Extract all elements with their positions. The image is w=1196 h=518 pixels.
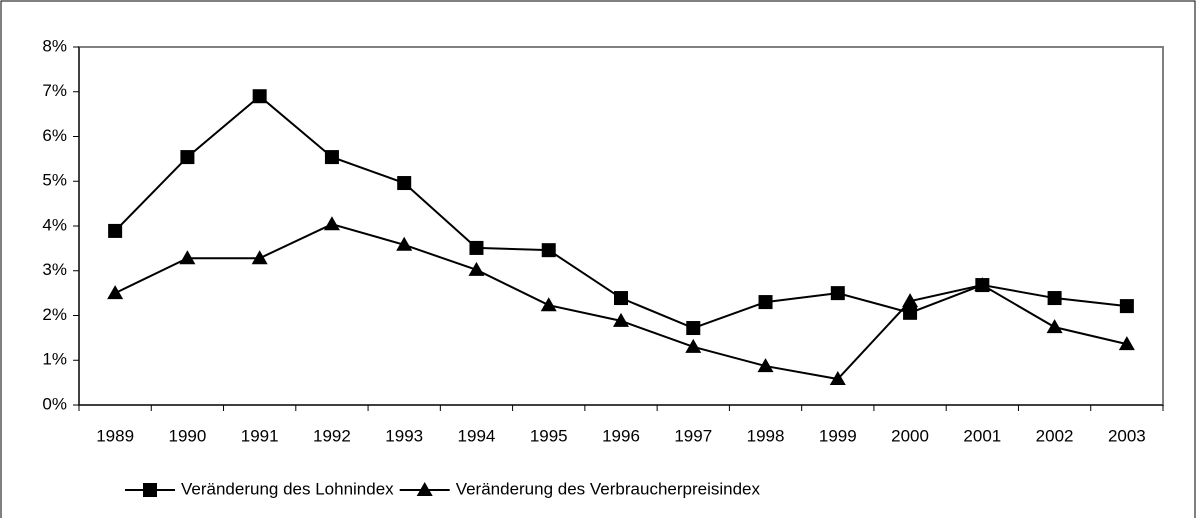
legend-label: Veränderung des Verbraucherpreisindex	[456, 479, 761, 498]
y-tick-label: 8%	[42, 36, 67, 55]
data-point	[396, 236, 413, 251]
y-tick-label: 2%	[42, 305, 67, 324]
y-tick-label: 7%	[42, 81, 67, 100]
data-point	[1047, 291, 1062, 306]
data-point	[758, 295, 773, 310]
data-point	[829, 371, 846, 386]
x-tick-label: 2000	[891, 426, 929, 445]
x-tick-label: 2003	[1108, 426, 1146, 445]
x-tick-label: 1994	[458, 426, 496, 445]
data-point	[685, 338, 702, 353]
data-point	[686, 321, 701, 336]
data-point	[469, 240, 484, 255]
data-point	[179, 250, 196, 265]
x-tick-label: 1998	[747, 426, 785, 445]
data-point	[540, 297, 557, 312]
data-point	[974, 277, 991, 292]
data-point	[108, 223, 123, 238]
data-point	[323, 216, 340, 231]
legend-marker	[416, 482, 433, 496]
data-point	[613, 312, 629, 327]
data-point	[757, 358, 774, 373]
y-tick-label: 0%	[42, 394, 67, 413]
y-tick-label: 6%	[42, 126, 67, 145]
x-tick-label: 1991	[241, 426, 279, 445]
y-tick-label: 3%	[42, 260, 67, 279]
x-tick-label: 2002	[1036, 426, 1074, 445]
data-point	[251, 250, 268, 265]
x-tick-label: 1999	[819, 426, 857, 445]
data-point	[1118, 336, 1135, 351]
x-tick-label: 1989	[96, 426, 134, 445]
y-tick-label: 5%	[42, 171, 67, 190]
data-point	[1119, 299, 1134, 314]
data-point	[830, 286, 845, 301]
data-point	[252, 89, 267, 104]
x-tick-label: 1997	[674, 426, 712, 445]
x-tick-label: 1990	[168, 426, 206, 445]
data-point	[902, 293, 919, 308]
legend-marker	[143, 483, 157, 497]
x-tick-label: 1993	[385, 426, 423, 445]
data-point	[468, 261, 485, 276]
x-tick-label: 1996	[602, 426, 640, 445]
x-tick-label: 2001	[963, 426, 1001, 445]
y-tick-label: 4%	[42, 215, 67, 234]
data-point	[397, 176, 412, 191]
data-point	[541, 243, 556, 258]
x-tick-label: 1995	[530, 426, 568, 445]
x-tick-label: 1992	[313, 426, 351, 445]
data-point	[1046, 319, 1063, 334]
legend-label: Veränderung des Lohnindex	[181, 479, 394, 498]
y-tick-label: 1%	[42, 350, 67, 369]
data-point	[324, 150, 339, 165]
data-point	[903, 305, 918, 320]
data-point	[614, 291, 628, 306]
data-point	[180, 150, 195, 165]
data-point	[107, 285, 124, 300]
